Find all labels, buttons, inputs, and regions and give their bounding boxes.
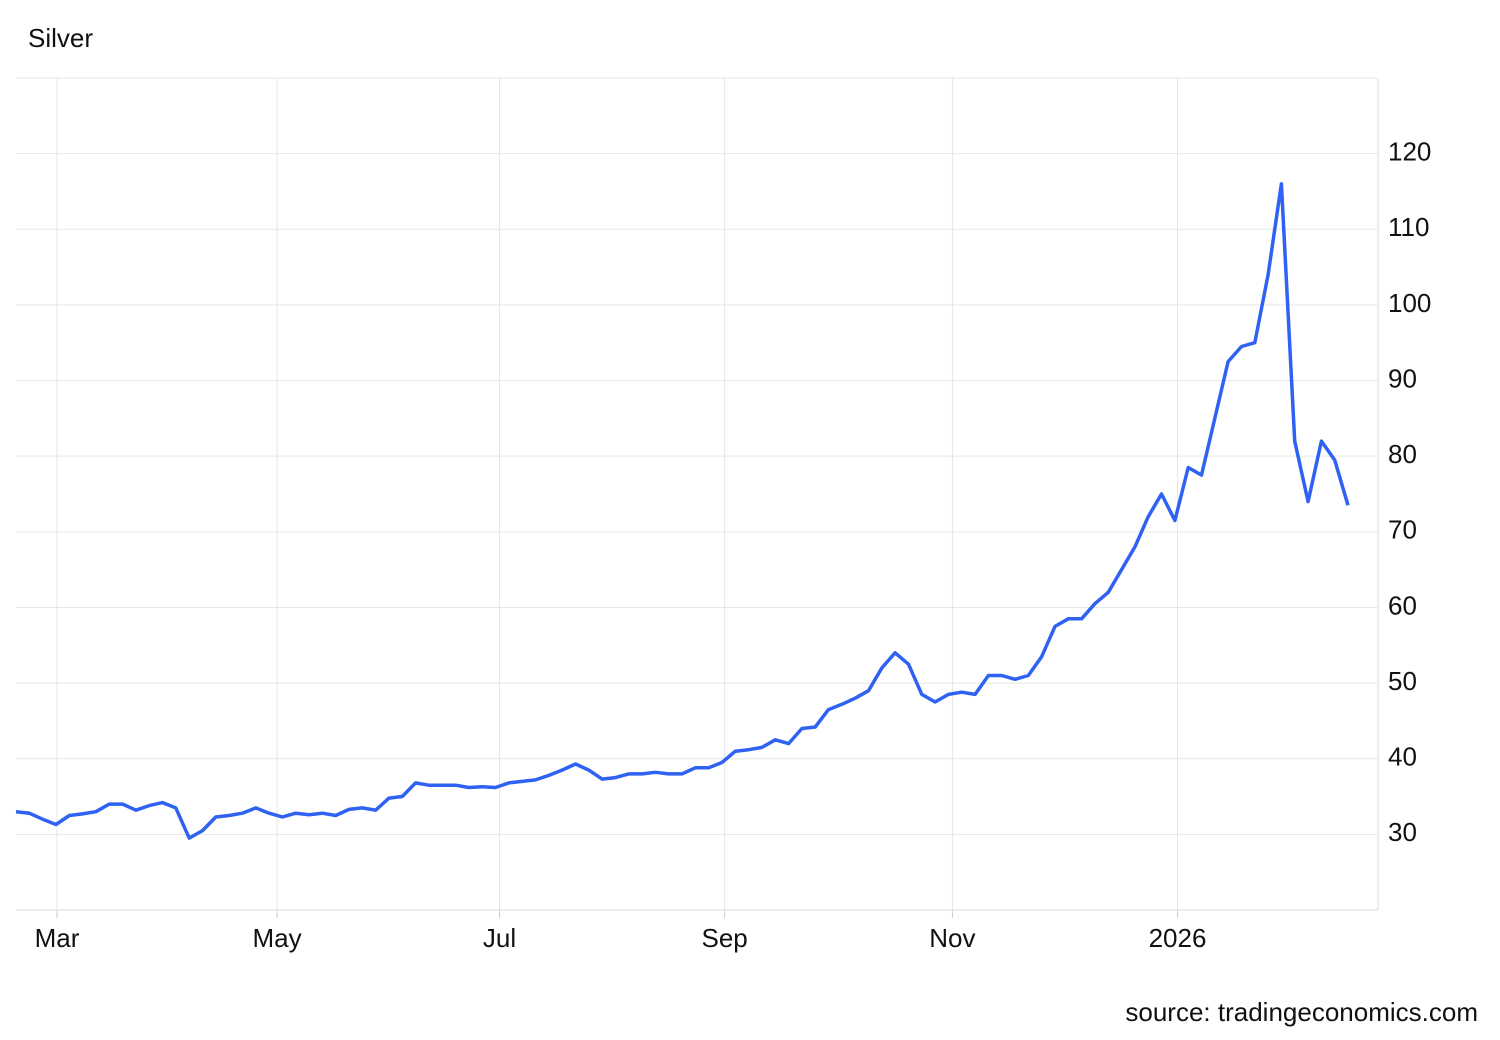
- y-tick-label: 30: [1388, 817, 1417, 847]
- price-line: [15, 182, 1350, 840]
- y-tick-label: 70: [1388, 515, 1417, 545]
- y-tick-label: 80: [1388, 439, 1417, 469]
- y-tick-label: 120: [1388, 137, 1431, 167]
- y-tick-label: 60: [1388, 590, 1417, 620]
- chart-title: Silver: [28, 23, 93, 53]
- y-tick-label: 40: [1388, 742, 1417, 772]
- x-tick-label: Sep: [702, 923, 748, 953]
- y-tick-label: 100: [1388, 288, 1431, 318]
- y-tick-label: 50: [1388, 666, 1417, 696]
- x-tick-label: 2026: [1149, 923, 1207, 953]
- x-tick-label: May: [253, 923, 302, 953]
- x-tick-label: Nov: [929, 923, 975, 953]
- x-tick-label: Mar: [35, 923, 80, 953]
- source: source: tradingeconomics.com: [1125, 997, 1478, 1027]
- y-tick-label: 110: [1388, 212, 1429, 242]
- x-tick-label: Jul: [483, 923, 516, 953]
- y-tick-label: 90: [1388, 363, 1417, 393]
